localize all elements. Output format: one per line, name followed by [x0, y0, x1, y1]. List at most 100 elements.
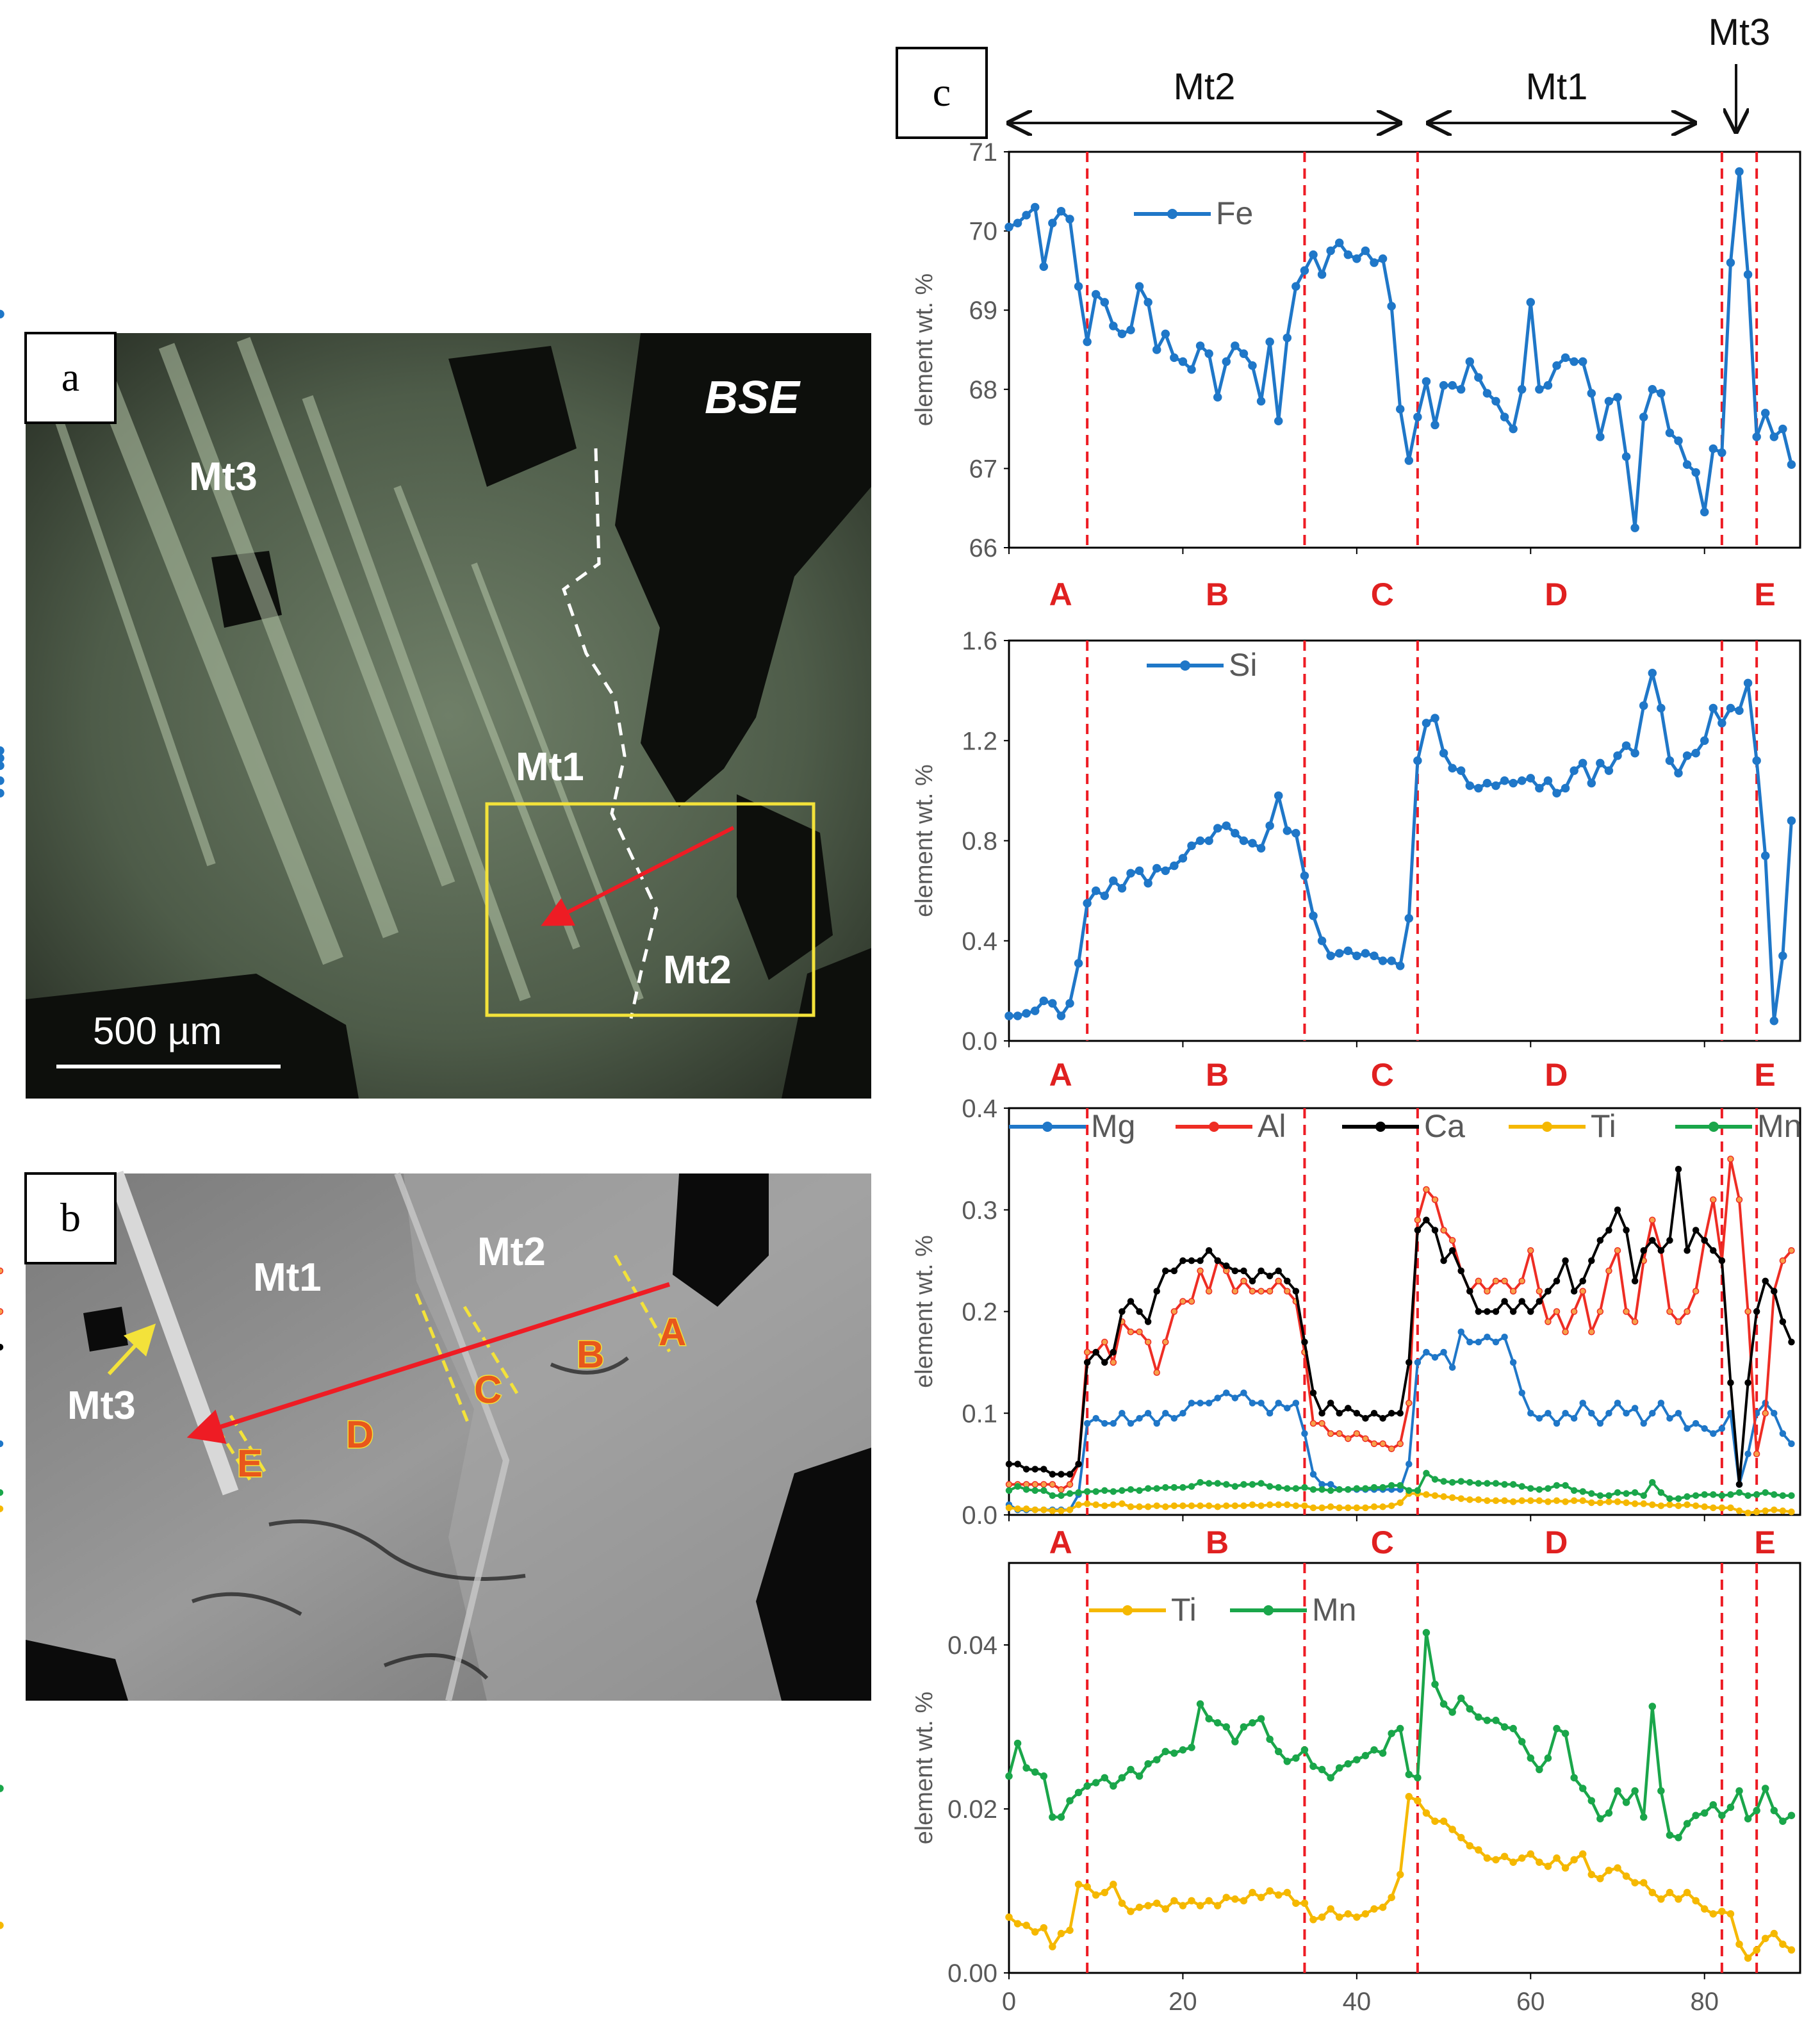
data-point-ti — [1709, 1910, 1718, 1918]
data-point-ca — [1779, 1318, 1787, 1325]
data-point-ti — [1379, 1903, 1387, 1911]
data-point-al — [1249, 1288, 1256, 1295]
data-point-al — [1675, 1318, 1682, 1325]
panel-c-label: c — [933, 69, 951, 115]
data-point-fe — [1343, 250, 1353, 259]
data-point-ca — [1423, 1216, 1430, 1223]
data-point-ti — [1066, 1926, 1074, 1934]
data-point-ti — [1735, 1940, 1743, 1948]
data-point-ca — [1675, 1166, 1682, 1173]
data-point-ca — [1127, 1298, 1135, 1305]
data-point-si — [1004, 1011, 1013, 1020]
data-point-si — [1700, 736, 1709, 745]
zone-label-c: C — [1371, 576, 1394, 612]
data-point-al — [1570, 1308, 1578, 1315]
data-point-ti — [1448, 1826, 1456, 1833]
data-point-mn — [1170, 1484, 1178, 1491]
data-point-fe — [1578, 357, 1587, 366]
zone-label-a: A — [1049, 1057, 1072, 1093]
data-point-mn — [1509, 1481, 1517, 1488]
data-point-mg — [1605, 1410, 1612, 1417]
data-point-al — [1397, 1440, 1404, 1448]
data-point-ti — [1605, 1867, 1613, 1874]
data-point-mg — [1596, 1419, 1604, 1427]
data-point-mn — [1005, 1487, 1013, 1494]
data-point-mn — [1075, 1489, 1082, 1496]
pore-region — [756, 1448, 871, 1701]
data-point-mg — [1144, 1410, 1152, 1417]
data-point-ca — [1527, 1308, 1534, 1315]
panel-c: c Mt2 Mt1 Mt3 66 67 68 69 70 71 element wt. % F… — [0, 12, 1801, 2016]
data-point-si — [1309, 911, 1318, 920]
data-point-ti — [1787, 1946, 1796, 1954]
zone-label-c: C — [1371, 1525, 1394, 1560]
data-point-ti — [1222, 1893, 1231, 1901]
data-point-ca — [1362, 1414, 1369, 1422]
data-point-ca — [1536, 1298, 1543, 1305]
data-point-ca — [1318, 1410, 1325, 1417]
data-point-mn — [1562, 1482, 1569, 1489]
zone-label-d: D — [1545, 1525, 1568, 1560]
data-point-ca — [1049, 1471, 1056, 1478]
data-point-fe — [1509, 424, 1518, 434]
data-point-mn — [1596, 1492, 1604, 1500]
data-point-si — [0, 776, 4, 785]
y-tick-label: 1.2 — [962, 727, 997, 755]
data-point-mg — [1744, 1450, 1751, 1457]
data-point-si — [1552, 789, 1561, 798]
data-point-mn — [1379, 1749, 1387, 1757]
data-point-ca — [1518, 1298, 1525, 1305]
data-point-mn — [1188, 1483, 1195, 1490]
zone-label-d: D — [1545, 1057, 1568, 1093]
mt3-phase-label: Mt3 — [1709, 12, 1771, 53]
data-point-fe — [1413, 413, 1422, 421]
y-tick-label: 0.02 — [947, 1795, 997, 1824]
y-tick-label: 67 — [969, 455, 998, 483]
data-point-ti — [1205, 1502, 1213, 1509]
data-point-mg — [1640, 1419, 1647, 1427]
data-point-mg — [1631, 1405, 1639, 1412]
data-point-ca — [1379, 1414, 1386, 1422]
data-point-ti — [1744, 1509, 1751, 1517]
data-point-ti — [1587, 1870, 1596, 1879]
data-point-mn — [1692, 1811, 1700, 1819]
data-point-ti — [1240, 1502, 1247, 1509]
data-point-ca — [1022, 1466, 1030, 1473]
data-point-si — [1343, 946, 1353, 956]
data-point-fe — [1117, 329, 1127, 339]
data-point-ti — [1500, 1852, 1509, 1860]
data-point-mg — [1170, 1414, 1178, 1422]
data-point-ti — [1388, 1502, 1395, 1509]
data-point-mn — [1726, 1803, 1735, 1811]
data-point-ti — [1431, 1817, 1439, 1825]
data-point-si — [1657, 703, 1666, 713]
data-point-ti — [1701, 1503, 1708, 1510]
mt1-mt2-boundary — [562, 448, 659, 1019]
data-point-si — [1535, 783, 1544, 793]
data-point-mn — [1249, 1719, 1256, 1727]
data-point-fe — [1648, 385, 1657, 394]
data-point-ca — [1231, 1267, 1239, 1275]
data-point-fe — [1657, 389, 1666, 398]
data-point-si — [1404, 913, 1414, 923]
data-point-ti — [1483, 1854, 1491, 1862]
data-point-ti — [1431, 1492, 1439, 1500]
zone-label-e: E — [1754, 1525, 1775, 1560]
data-point-mn — [1110, 1488, 1117, 1495]
data-point-si — [1091, 886, 1101, 895]
y-axis-label: element wt. % — [911, 1235, 938, 1388]
data-point-ti — [1761, 1934, 1769, 1942]
data-point-fe — [1760, 409, 1770, 418]
data-point-ti — [1335, 1913, 1343, 1921]
zone-labels-row: A B C D E — [1049, 576, 1776, 612]
data-point-mn — [1553, 1724, 1561, 1733]
data-point-mn — [1761, 1785, 1769, 1792]
data-point-al — [1666, 1308, 1673, 1315]
data-point-ti — [1179, 1502, 1186, 1509]
data-point-ti — [1249, 1888, 1256, 1897]
data-point-ti — [1110, 1881, 1117, 1888]
data-point-mn — [1361, 1752, 1370, 1760]
data-point-ti — [1614, 1498, 1621, 1505]
data-point-mn — [1718, 1811, 1726, 1819]
panel-a: 500 µm BSE Mt3 Mt1 Mt2 a — [24, 332, 871, 1099]
